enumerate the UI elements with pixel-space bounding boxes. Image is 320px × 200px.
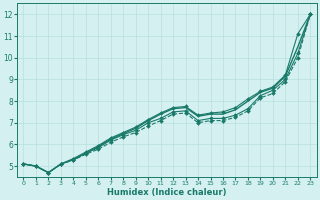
X-axis label: Humidex (Indice chaleur): Humidex (Indice chaleur) [107, 188, 227, 197]
